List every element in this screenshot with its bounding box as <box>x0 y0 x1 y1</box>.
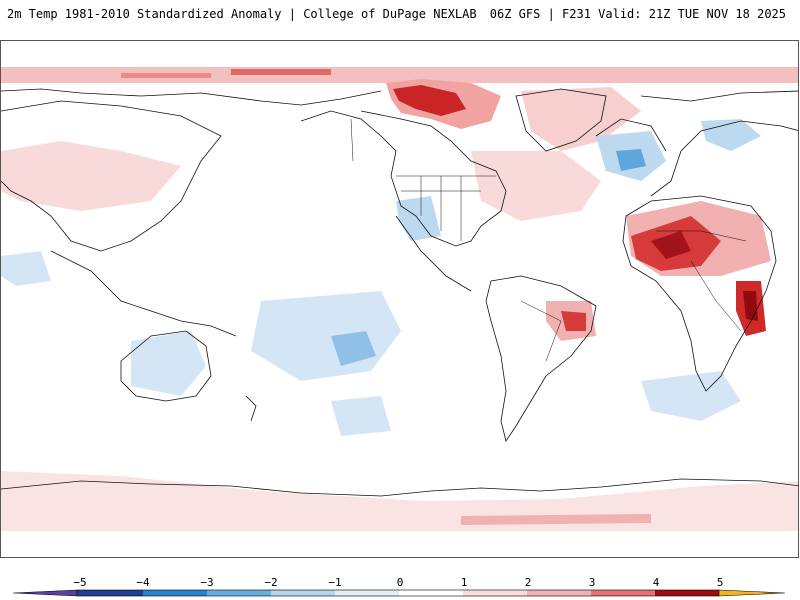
east-africa-core <box>743 291 758 321</box>
north-atlantic-warm <box>471 151 601 221</box>
colorbar-bin <box>527 590 591 596</box>
north-pacific-warm <box>1 141 181 211</box>
colorbar-bin <box>399 590 463 596</box>
colorbar-label-neg1: −1 <box>328 576 342 589</box>
colorbar-graphic <box>12 589 786 597</box>
colorbar-bin <box>77 590 143 596</box>
map-canvas <box>1 67 798 531</box>
sahel-core <box>651 231 691 259</box>
anomaly-colorbar: −5 −4 −3 −2 −1 0 1 2 3 4 5 <box>0 570 800 600</box>
arctic-warm-band <box>1 67 798 83</box>
antarctic-warm-strip <box>461 514 651 525</box>
coastlines <box>1 88 798 497</box>
colorbar-label-2: 2 <box>524 576 532 589</box>
colorbar-bin <box>335 590 399 596</box>
indian-ocean-cool <box>641 371 741 421</box>
colorbar-left-arrow <box>13 590 77 596</box>
colorbar-bin <box>207 590 271 596</box>
colorbar-bin <box>143 590 207 596</box>
colorbar-label-5: 5 <box>716 576 724 589</box>
colorbar-label-neg2: −2 <box>264 576 278 589</box>
siberia-core-warm <box>393 85 466 116</box>
scandinavia-cool-core <box>616 149 646 171</box>
arctic-strong-warm <box>231 69 331 75</box>
arctic-warm-strip <box>121 73 211 78</box>
colorbar-bin <box>271 590 335 596</box>
colorbar-label-neg5: −5 <box>73 576 87 589</box>
west-pacific-cool <box>1 251 51 286</box>
map-header: 2m Temp 1981-2010 Standardized Anomaly |… <box>0 0 800 30</box>
colorbar-bin <box>463 590 527 596</box>
political-borders <box>350 118 747 362</box>
tropical-pacific-cool-core <box>331 331 376 366</box>
colorbar-bin <box>591 590 655 596</box>
colorbar-label-neg4: −4 <box>136 576 150 589</box>
southern-ocean-warm <box>1 471 798 531</box>
map-title: 2m Temp 1981-2010 Standardized Anomaly |… <box>7 7 477 21</box>
colorbar-outline <box>76 589 720 597</box>
colorbar-bin <box>655 590 719 596</box>
brazil-core <box>561 311 586 331</box>
south-pacific-cool <box>331 396 391 436</box>
colorbar-label-4: 4 <box>652 576 660 589</box>
world-anomaly-map <box>0 40 799 558</box>
model-valid-time: 06Z GFS | F231 Valid: 21Z TUE NOV 18 202… <box>489 7 786 21</box>
colorbar-label-3: 3 <box>588 576 596 589</box>
colorbar-label-neg3: −3 <box>200 576 214 589</box>
us-southwest-cool <box>396 196 441 241</box>
colorbar-label-1: 1 <box>460 576 468 589</box>
colorbar-label-0: 0 <box>396 576 404 589</box>
greenland-warm <box>521 87 641 151</box>
tropical-pacific-cool <box>251 291 401 381</box>
colorbar-right-arrow <box>719 590 785 596</box>
australia-cool <box>131 331 206 396</box>
